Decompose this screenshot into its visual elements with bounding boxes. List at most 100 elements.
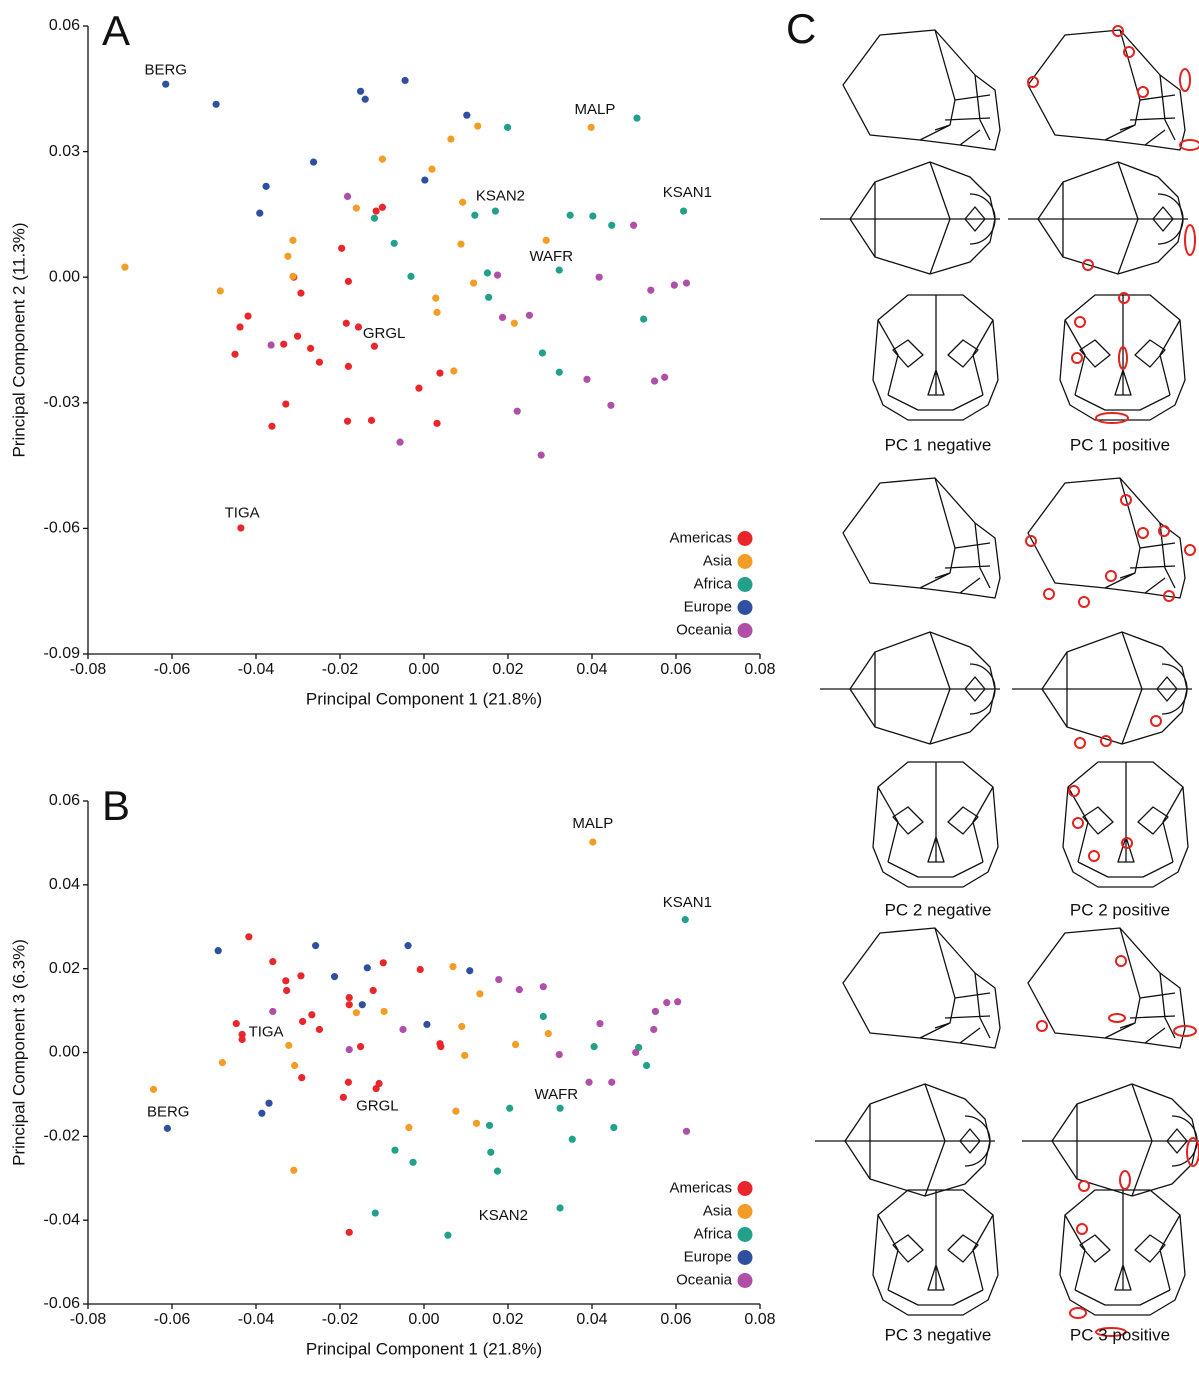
point	[539, 1012, 547, 1021]
y-tick-label: 0.03	[49, 143, 80, 160]
legend-swatch	[737, 531, 753, 546]
point	[415, 384, 423, 392]
x-tick-label: -0.02	[322, 661, 359, 678]
point	[629, 221, 638, 229]
x-tick-label: -0.08	[70, 661, 107, 678]
point	[231, 350, 239, 358]
point	[539, 983, 547, 991]
annotation: MALP	[575, 101, 616, 118]
point	[237, 524, 245, 532]
point	[299, 1017, 307, 1026]
point	[433, 419, 441, 427]
annotation: KSAN2	[479, 1207, 528, 1224]
caption: PC 1 positive	[1070, 435, 1170, 454]
point	[633, 114, 641, 122]
annotation: GRGL	[356, 1098, 399, 1115]
point	[265, 1099, 273, 1107]
point	[423, 1020, 431, 1029]
point	[216, 287, 224, 295]
point	[428, 165, 436, 173]
point	[416, 965, 424, 974]
point	[485, 293, 493, 301]
point	[485, 1121, 494, 1130]
point	[245, 933, 253, 941]
point	[407, 272, 415, 280]
point	[289, 236, 297, 244]
point	[493, 1167, 502, 1175]
point	[214, 947, 222, 955]
point	[682, 279, 691, 287]
point	[390, 239, 398, 247]
point	[256, 209, 264, 217]
point	[391, 1146, 399, 1154]
point	[459, 198, 467, 206]
annotation: WAFR	[534, 1086, 578, 1103]
point	[315, 358, 324, 366]
point	[663, 999, 671, 1007]
point	[378, 203, 387, 211]
panel-label: A	[102, 7, 130, 54]
x-tick-label: -0.06	[154, 1311, 191, 1328]
y-tick-label: -0.06	[44, 1295, 81, 1312]
x-tick-label: 0.02	[492, 661, 523, 678]
y-tick-label: 0.06	[49, 17, 80, 34]
legend-swatch	[737, 1273, 753, 1288]
legend-swatch	[737, 577, 753, 592]
point	[432, 294, 440, 302]
point	[585, 1078, 593, 1086]
point	[380, 1007, 388, 1016]
point	[358, 1001, 366, 1009]
legend-swatch	[737, 554, 753, 569]
point	[483, 269, 492, 277]
point	[461, 1051, 469, 1060]
x-tick-label: -0.04	[238, 661, 275, 678]
point	[282, 400, 290, 408]
annotation: BERG	[147, 1103, 190, 1120]
point	[345, 1001, 353, 1009]
point	[544, 1030, 552, 1038]
point	[238, 1030, 246, 1039]
x-axis-label: Principal Component 1 (21.8%)	[306, 689, 542, 708]
y-tick-label: 0.00	[49, 268, 80, 285]
point	[405, 1123, 413, 1132]
point	[401, 76, 409, 85]
point	[308, 1011, 316, 1019]
point	[670, 281, 678, 289]
point	[345, 1045, 353, 1054]
point	[681, 916, 689, 924]
y-tick-label: 0.00	[49, 1044, 80, 1061]
point	[338, 244, 346, 252]
point	[330, 973, 339, 981]
point	[525, 311, 534, 319]
point	[367, 416, 376, 424]
point	[447, 135, 455, 143]
legend-label: Africa	[694, 575, 733, 592]
point	[661, 373, 669, 381]
point	[371, 1209, 379, 1217]
y-tick-label: 0.06	[49, 792, 80, 809]
point	[363, 964, 371, 972]
point	[399, 1025, 407, 1034]
point	[269, 1007, 277, 1016]
point	[298, 1074, 306, 1082]
point	[503, 123, 512, 131]
annotation: GRGL	[363, 325, 406, 342]
point	[650, 377, 659, 385]
point	[361, 95, 369, 103]
point	[640, 315, 648, 323]
point	[162, 80, 170, 88]
x-tick-label: -0.08	[70, 1311, 107, 1328]
point	[404, 942, 412, 950]
point	[258, 1109, 266, 1117]
point	[352, 1009, 360, 1017]
point	[268, 422, 276, 430]
legend-label: Americas	[669, 1179, 732, 1196]
x-tick-label: -0.06	[154, 661, 191, 678]
point	[437, 1043, 445, 1051]
point	[232, 1019, 240, 1028]
point	[282, 977, 290, 985]
point	[212, 100, 220, 108]
y-axis-label: Principal Component 3 (6.3%)	[9, 939, 28, 1166]
point	[290, 1166, 298, 1174]
point	[121, 263, 129, 271]
